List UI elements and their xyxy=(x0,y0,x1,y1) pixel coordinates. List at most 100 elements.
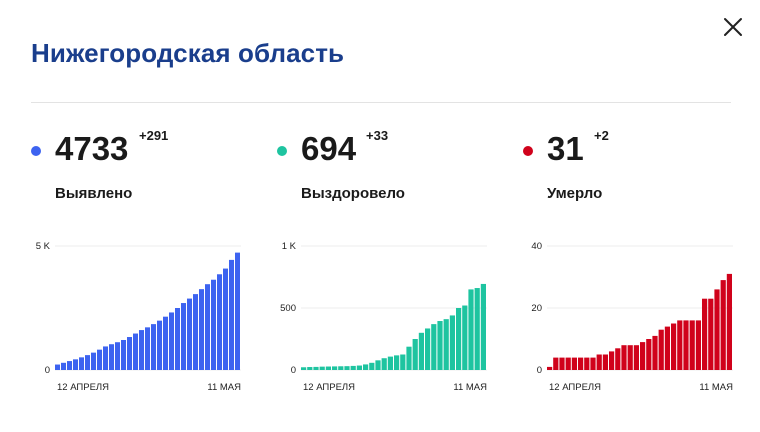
bar xyxy=(431,324,437,370)
bar xyxy=(363,364,369,370)
bar xyxy=(121,339,126,370)
bar xyxy=(151,324,156,370)
stat-delta-detected: +291 xyxy=(139,128,169,143)
region-title: Нижегородская область xyxy=(31,38,345,68)
bar xyxy=(437,321,443,370)
close-icon[interactable] xyxy=(720,14,746,40)
bar xyxy=(157,320,162,370)
bar xyxy=(714,289,720,370)
x-tick-label: 12 АПРЕЛЯ xyxy=(57,382,109,393)
bar xyxy=(375,360,381,370)
bar xyxy=(115,342,120,370)
stat-recovered: 694 +33 Выздоровело 1 K 500 0 12 АПРЕЛЯ 11 М… xyxy=(277,128,517,418)
bar xyxy=(307,367,313,370)
bar xyxy=(139,330,144,370)
y-tick-label: 0 xyxy=(291,365,296,376)
bar xyxy=(596,354,602,370)
bar xyxy=(91,352,96,370)
bar xyxy=(602,354,608,370)
bar xyxy=(205,284,210,370)
bar xyxy=(181,303,186,370)
y-tick-label: 0 xyxy=(45,365,50,376)
bar xyxy=(571,357,577,370)
bar xyxy=(480,283,486,370)
stat-value-recovered: 694 xyxy=(301,130,357,167)
bar xyxy=(671,323,677,370)
bar xyxy=(109,344,114,370)
bar xyxy=(443,319,449,370)
bar xyxy=(175,308,180,370)
stat-label-deaths: Умерло xyxy=(547,185,603,202)
x-tick-label: 12 АПРЕЛЯ xyxy=(303,382,355,393)
stat-dot-recovered xyxy=(277,146,287,156)
bar xyxy=(381,358,387,370)
stat-detected: 4733 +291 Выявлено 5 K 0 12 АПРЕЛЯ 11 МАЯ xyxy=(31,128,271,418)
bar xyxy=(338,366,344,370)
bar xyxy=(400,354,406,370)
bar xyxy=(350,365,356,370)
bar xyxy=(73,359,78,370)
stat-deaths: 31 +2 Умерло 40 20 0 12 АПРЕЛЯ 11 МАЯ xyxy=(523,128,760,418)
bar xyxy=(319,366,325,370)
x-tick-label: 12 АПРЕЛЯ xyxy=(549,382,601,393)
bar xyxy=(163,316,168,370)
bar xyxy=(217,274,222,370)
bar xyxy=(61,362,66,370)
bar xyxy=(615,348,621,370)
bar xyxy=(578,357,584,370)
bar xyxy=(85,355,90,370)
bar xyxy=(683,320,689,370)
bar xyxy=(55,364,60,370)
bar xyxy=(325,366,331,370)
bar xyxy=(369,362,375,370)
bar xyxy=(145,327,150,370)
bar xyxy=(658,329,664,370)
bar xyxy=(708,298,714,370)
stat-dot-detected xyxy=(31,146,41,156)
bar xyxy=(425,328,431,370)
bar xyxy=(565,357,571,370)
y-tick-label: 1 K xyxy=(282,241,297,252)
x-tick-label: 11 МАЯ xyxy=(699,382,733,393)
bar xyxy=(633,345,639,370)
bar xyxy=(584,357,590,370)
bar xyxy=(79,357,84,370)
stat-label-recovered: Выздоровело xyxy=(301,185,405,202)
bar xyxy=(702,298,708,370)
bar xyxy=(553,357,559,370)
bar xyxy=(621,345,627,370)
stat-label-detected: Выявлено xyxy=(55,185,133,202)
bar xyxy=(387,356,393,370)
bar xyxy=(211,279,216,370)
bar xyxy=(474,288,480,370)
header-divider xyxy=(31,102,731,103)
bar xyxy=(229,259,234,370)
bar xyxy=(332,366,338,370)
bar xyxy=(199,289,204,370)
bar xyxy=(394,355,400,370)
chart-deaths-svg: 40 20 0 12 АПРЕЛЯ 11 МАЯ xyxy=(531,241,733,393)
bar xyxy=(344,366,350,370)
bar xyxy=(590,357,596,370)
bar xyxy=(235,252,240,370)
bar xyxy=(640,342,646,370)
bar xyxy=(677,320,683,370)
bar xyxy=(468,289,474,370)
bar xyxy=(609,351,615,370)
bar xyxy=(547,366,553,370)
bar xyxy=(103,346,108,370)
stat-value-detected: 4733 xyxy=(55,130,129,167)
x-tick-label: 11 МАЯ xyxy=(207,382,241,393)
bar xyxy=(127,337,132,370)
bar xyxy=(689,320,695,370)
bar xyxy=(720,280,726,370)
stat-delta-recovered: +33 xyxy=(366,128,389,143)
x-tick-label: 11 МАЯ xyxy=(453,382,487,393)
chart-detected-svg: 5 K 0 12 АПРЕЛЯ 11 МАЯ xyxy=(36,241,241,393)
stat-delta-deaths: +2 xyxy=(594,128,609,143)
stat-value-deaths: 31 xyxy=(547,130,584,167)
bar xyxy=(313,366,319,370)
bar xyxy=(169,312,174,370)
bar xyxy=(418,332,424,370)
bar xyxy=(449,315,455,370)
